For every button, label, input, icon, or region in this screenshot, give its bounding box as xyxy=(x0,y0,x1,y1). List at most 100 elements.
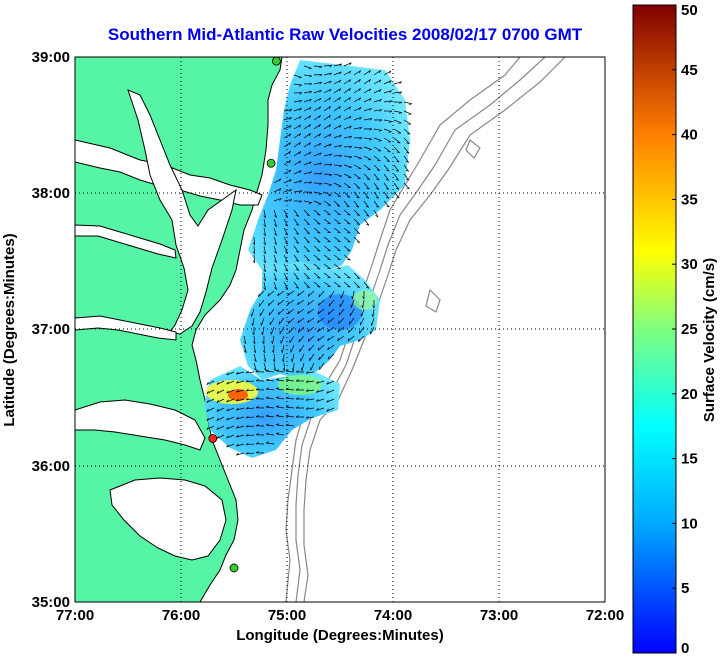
velocity-arrow xyxy=(323,143,332,148)
velocity-arrow-head xyxy=(339,144,342,148)
velocity-arrow xyxy=(273,197,282,202)
velocity-arrow xyxy=(313,124,321,130)
velocity-arrow xyxy=(327,353,335,360)
velocity-arrow-head xyxy=(206,426,209,430)
velocity-arrow-head xyxy=(356,241,360,243)
velocity-arrow-head xyxy=(226,381,229,385)
velocity-arrow xyxy=(293,281,300,289)
velocity-arrow xyxy=(403,146,410,154)
velocity-arrow xyxy=(343,182,351,188)
velocity-arrow xyxy=(373,155,381,162)
velocity-arrow xyxy=(303,65,312,69)
velocity-arrow-head xyxy=(379,89,382,93)
velocity-arrow-head xyxy=(306,223,310,226)
velocity-arrow-head xyxy=(226,408,229,412)
velocity-arrow-head xyxy=(285,233,288,236)
velocity-arrow xyxy=(313,162,322,166)
velocity-arrow xyxy=(306,389,315,392)
velocity-arrow-head xyxy=(274,233,277,236)
velocity-arrow-head xyxy=(275,432,280,435)
velocity-arrow xyxy=(343,70,352,76)
velocity-arrow xyxy=(298,335,305,343)
velocity-arrow xyxy=(313,209,321,216)
velocity-arrow xyxy=(273,263,277,272)
velocity-arrow xyxy=(317,308,325,315)
velocity-arrow xyxy=(373,173,380,181)
velocity-arrow xyxy=(348,317,355,325)
velocity-arrow xyxy=(343,236,351,243)
velocity-arrow-head xyxy=(308,67,312,70)
velocity-arrow xyxy=(246,407,255,410)
velocity-arrow-head xyxy=(368,138,373,141)
velocity-arrow-head xyxy=(369,108,372,111)
velocity-arrow-head xyxy=(389,100,393,103)
velocity-arrow-head xyxy=(326,399,329,403)
velocity-arrow xyxy=(270,326,275,335)
velocity-arrow-head xyxy=(226,444,229,448)
velocity-arrow-head xyxy=(347,223,351,225)
velocity-arrow xyxy=(313,218,321,225)
velocity-arrow xyxy=(403,119,411,125)
velocity-arrow-head xyxy=(346,205,350,208)
velocity-arrow-head xyxy=(379,109,383,112)
chesapeake-bay xyxy=(127,89,237,335)
velocity-arrow-head xyxy=(252,242,255,246)
velocity-arrow-head xyxy=(317,223,321,225)
velocity-arrow-head xyxy=(295,232,299,235)
velocity-arrow-head xyxy=(348,106,352,110)
velocity-arrow xyxy=(363,281,370,289)
velocity-arrow-head xyxy=(295,241,299,244)
velocity-arrow xyxy=(283,160,291,166)
velocity-arrow-head xyxy=(267,293,270,297)
velocity-arrow-head xyxy=(260,322,262,326)
velocity-arrow xyxy=(363,200,369,208)
velocity-arrow xyxy=(373,146,382,152)
velocity-arrow-head xyxy=(289,179,292,183)
velocity-arrow xyxy=(373,128,382,131)
velocity-arrow xyxy=(278,308,285,315)
velocity-arrow xyxy=(313,115,321,121)
velocity-arrow-head xyxy=(236,380,239,384)
velocity-arrow-head xyxy=(295,286,299,289)
velocity-arrow-head xyxy=(309,171,312,175)
velocity-arrow-head xyxy=(308,202,312,204)
velocity-arrow xyxy=(363,164,371,171)
velocity-arrow-head xyxy=(285,423,289,426)
velocity-arrow xyxy=(313,152,322,157)
velocity-arrow xyxy=(303,142,311,148)
velocity-arrow xyxy=(287,299,295,306)
velocity-arrow xyxy=(263,353,267,362)
velocity-arrow xyxy=(258,299,265,307)
velocity-arrow-head xyxy=(349,125,352,129)
velocity-arrow-head xyxy=(388,121,392,123)
velocity-arrow-head xyxy=(299,116,302,120)
velocity-arrow xyxy=(253,362,257,371)
velocity-arrow-head xyxy=(263,287,266,291)
velocity-arrow-head xyxy=(274,215,277,218)
velocity-arrow xyxy=(373,79,382,85)
velocity-arrow xyxy=(303,218,310,225)
velocity-arrow-head xyxy=(349,146,353,149)
velocity-arrow-head xyxy=(338,320,340,324)
velocity-arrow xyxy=(323,88,332,94)
velocity-arrow-head xyxy=(319,81,323,85)
velocity-arrow-head xyxy=(347,214,351,216)
velocity-arrow xyxy=(353,88,361,94)
velocity-arrow xyxy=(273,362,276,371)
velocity-arrow-head xyxy=(295,370,299,373)
velocity-arrow xyxy=(393,110,402,113)
plot-frame xyxy=(74,56,606,603)
velocity-arrow-head xyxy=(318,193,322,195)
velocity-arrow-head xyxy=(396,187,400,190)
velocity-arrow-head xyxy=(279,198,282,201)
velocity-arrow xyxy=(297,326,305,333)
velocity-arrow xyxy=(343,115,352,121)
velocity-arrow xyxy=(333,71,342,76)
velocity-arrow-head xyxy=(358,158,362,160)
velocity-arrow xyxy=(313,74,323,76)
velocity-arrow-head xyxy=(406,151,410,154)
velocity-arrow-head xyxy=(319,66,323,69)
velocity-arrow xyxy=(363,155,372,161)
velocity-arrow-head xyxy=(252,332,255,336)
